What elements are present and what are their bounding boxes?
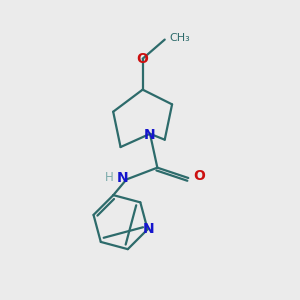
Text: N: N: [143, 222, 155, 236]
Text: N: N: [116, 171, 128, 185]
Text: H: H: [105, 172, 114, 184]
Text: O: O: [194, 169, 206, 184]
Text: O: O: [137, 52, 148, 66]
Text: CH₃: CH₃: [169, 33, 190, 43]
Text: N: N: [144, 128, 156, 142]
